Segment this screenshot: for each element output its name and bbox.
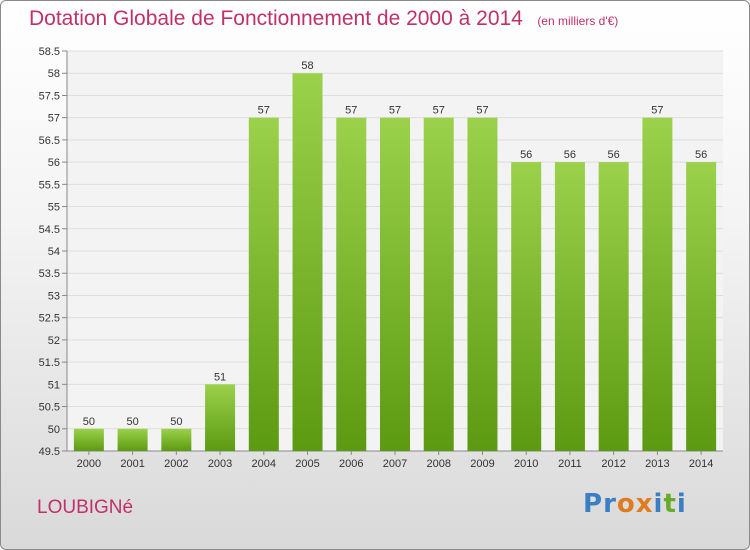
x-tick-label: 2008 [426,458,450,470]
y-tick-label: 52.5 [39,313,60,325]
logo-letter: o [616,489,636,519]
chart-unit: (en milliers d'€) [537,14,619,28]
x-tick-label: 2004 [252,458,276,470]
y-tick-label: 58 [48,68,60,80]
x-tick-label: 2006 [339,458,363,470]
y-tick-label: 50 [48,424,60,436]
bar [336,117,367,452]
bar-value-label: 56 [695,149,707,161]
logo-letter: x [635,489,654,519]
bar [511,162,542,451]
bar [161,428,192,451]
y-tick-label: 55 [48,202,60,214]
bar [292,73,323,451]
bar [205,384,236,451]
y-tick-label: 54 [48,246,60,258]
y-tick-label: 53.5 [39,268,60,280]
commune-name: LOUBIGNé [37,497,134,518]
bar-value-label: 57 [433,105,445,117]
y-tick-label: 57.5 [39,90,60,102]
y-tick-label: 51.5 [39,357,60,369]
x-tick-label: 2013 [645,458,669,470]
proxiti-logo: Proxiti [583,489,687,519]
bar [686,162,717,451]
bar [380,117,410,452]
bar-value-label: 51 [214,371,226,383]
bar-value-label: 50 [170,416,182,428]
logo-letter: P [583,489,604,519]
chart-title-text: Dotation Globale de Fonctionnement de 20… [29,7,523,30]
y-tick-label: 55.5 [39,179,60,191]
bar-value-label: 57 [389,105,401,117]
bar [554,162,585,451]
y-tick-label: 56 [48,157,60,169]
x-tick-label: 2011 [558,458,582,470]
logo-letter: i [676,489,687,519]
bar-value-label: 57 [476,105,488,117]
x-tick-label: 2014 [689,458,713,470]
bar-value-label: 56 [520,149,532,161]
x-tick-label: 2002 [164,458,188,470]
x-tick-label: 2007 [383,458,407,470]
y-tick-label: 53 [48,290,60,302]
x-tick-label: 2003 [208,458,232,470]
bar-value-label: 50 [126,416,138,428]
y-tick-label: 58.5 [39,46,60,58]
bar [117,428,148,451]
bar-value-label: 50 [83,416,95,428]
x-tick-label: 2010 [514,458,538,470]
y-tick-label: 51 [48,379,60,391]
y-tick-label: 49.5 [39,446,60,458]
logo-letter: t [663,489,677,519]
bar [598,162,629,451]
bar [248,117,279,452]
bar-value-label: 58 [301,60,313,72]
bar-value-label: 57 [258,105,270,117]
x-tick-label: 2005 [295,458,319,470]
y-tick-label: 50.5 [39,402,60,414]
bar-value-label: 57 [651,105,663,117]
bar [73,428,104,451]
x-tick-label: 2000 [77,458,101,470]
bar-value-label: 56 [608,149,620,161]
bar-value-label: 57 [345,105,357,117]
y-tick-label: 52 [48,335,60,347]
bar-value-label: 56 [564,149,576,161]
logo-letter: i [653,489,664,519]
bar [642,117,673,452]
bar [423,117,454,452]
y-tick-label: 57 [48,113,60,125]
chart-title: Dotation Globale de Fonctionnement de 20… [29,7,618,31]
logo-letter: r [603,489,617,519]
y-tick-label: 54.5 [39,224,60,236]
x-tick-label: 2009 [470,458,494,470]
x-tick-label: 2001 [120,458,144,470]
bar [467,117,498,452]
y-tick-label: 56.5 [39,135,60,147]
x-tick-label: 2012 [601,458,625,470]
